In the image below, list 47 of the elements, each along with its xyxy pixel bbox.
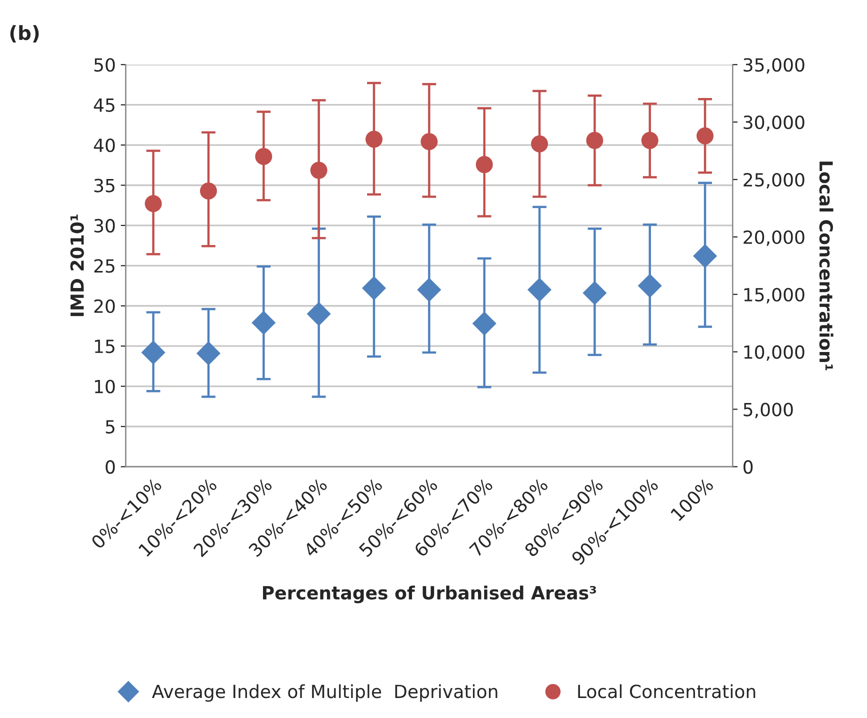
y-tick-label: 25: [94, 259, 114, 273]
y2-tick-label: 10,000: [744, 345, 804, 361]
point: [310, 162, 328, 179]
x-axis-title: Percentages of Urbanised Areas³: [263, 586, 596, 604]
point: [420, 133, 438, 150]
point: [252, 310, 276, 335]
point: [476, 156, 493, 174]
point: [196, 341, 220, 366]
point: [693, 244, 718, 268]
point: [641, 132, 658, 149]
y-tick-label: 40: [94, 138, 115, 152]
y-tick-label: 10: [95, 380, 115, 394]
point: [306, 302, 331, 326]
point: [362, 276, 386, 300]
y-tick-label: 50: [94, 58, 115, 72]
y-tick-label: 45: [94, 98, 114, 112]
y-tick-label: 20: [94, 299, 115, 313]
point: [144, 195, 162, 212]
y2-axis-title: Local Concentration¹: [819, 162, 834, 370]
point: [582, 280, 607, 306]
point: [696, 127, 714, 144]
y2-tick-label: 15,000: [744, 288, 804, 304]
y2-tick-label: 5,000: [744, 402, 793, 418]
y2-tick-label: 25,000: [744, 172, 804, 188]
legend-label: Average Index of Multiple Deprivation: [152, 684, 498, 702]
y2-tick-label: 0: [744, 460, 753, 474]
point: [141, 340, 166, 365]
point: [638, 274, 662, 298]
point: [472, 312, 496, 336]
point: [255, 148, 272, 166]
point: [365, 130, 382, 148]
legend-label: Local Concentration: [578, 684, 756, 698]
y2-tick-label: 35,000: [744, 58, 804, 74]
y-tick-label: 5: [106, 420, 114, 434]
chart-title: (b): [10, 25, 39, 42]
point: [200, 182, 217, 200]
y-tick-label: 0: [106, 460, 115, 474]
y2-tick-label: 20,000: [744, 230, 804, 246]
point: [527, 278, 552, 302]
y-tick-label: 15: [95, 340, 114, 354]
y-axis-title: IMD 2010¹: [70, 214, 84, 316]
y2-tick-label: 30,000: [744, 116, 804, 132]
point: [417, 278, 442, 302]
point: [531, 135, 548, 152]
y-tick-label: 30: [94, 218, 115, 233]
point: [586, 132, 604, 149]
y-tick-label: 35: [94, 178, 114, 192]
